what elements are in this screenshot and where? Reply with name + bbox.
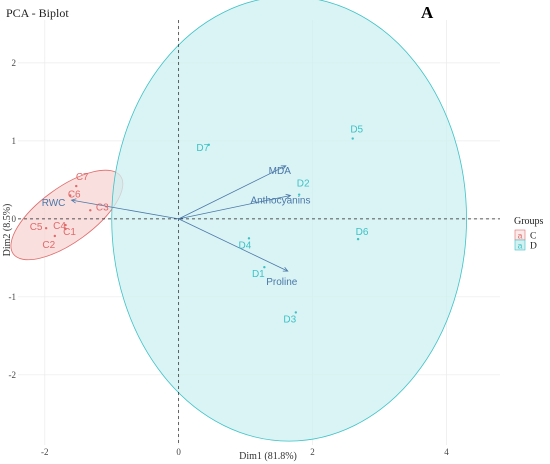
point-label-d2: D2 <box>297 179 310 190</box>
legend-key-d <box>514 239 526 251</box>
legend-key-text-c: a <box>518 231 523 241</box>
arrowhead-anthocyanins <box>285 193 292 199</box>
point-label-c7: C7 <box>76 172 89 183</box>
legend-entry-d: a D <box>514 239 537 252</box>
point-d7 <box>207 143 210 146</box>
x-tick-label: 2 <box>310 447 315 457</box>
point-d5 <box>351 137 354 140</box>
arrowhead-rwc <box>70 198 77 204</box>
arrowhead-proline <box>282 266 289 272</box>
legend-title: Groups <box>514 216 544 227</box>
variable-label-mda: MDA <box>269 166 292 177</box>
panel-label: A <box>421 3 434 22</box>
point-label-d3: D3 <box>283 314 296 325</box>
variable-label-anthocyanins: Anthocyanins <box>250 195 310 206</box>
point-d1 <box>263 266 266 269</box>
x-tick-label: -2 <box>41 447 49 457</box>
arrow-anthocyanins <box>178 195 291 220</box>
variable-arrows <box>70 165 292 272</box>
y-tick-label: -2 <box>9 370 17 380</box>
x-axis-label: Dim1 (81.8%) <box>239 451 297 462</box>
point-c2 <box>53 234 57 238</box>
point-label-d5: D5 <box>350 125 363 136</box>
legend-key-text-d: a <box>518 241 523 251</box>
point-c1 <box>64 227 67 231</box>
legend-label-d: D <box>530 242 537 252</box>
point-label-d4: D4 <box>239 240 252 251</box>
point-c3 <box>89 209 92 212</box>
point-label-c2: C2 <box>42 240 55 251</box>
arrowhead-mda <box>280 165 287 171</box>
arrow-proline <box>178 218 288 272</box>
arrow-mda <box>178 165 286 220</box>
ellipse-group-d <box>111 0 467 442</box>
point-labels: MDA Anthocyanins Proline RWC C1 C2 C3 C4 C5 C6 C7 D… <box>30 125 369 326</box>
point-d6 <box>356 237 360 241</box>
point-c6 <box>69 194 72 197</box>
point-d2 <box>297 193 301 196</box>
variable-label-proline: Proline <box>266 277 298 288</box>
y-tick-label: 1 <box>12 136 17 146</box>
point-label-d6: D6 <box>356 227 369 238</box>
legend-label-c: C <box>530 232 536 242</box>
y-tick-label: 0 <box>12 214 17 224</box>
point-c7 <box>75 184 78 188</box>
point-label-d7: D7 <box>196 143 209 154</box>
x-tick-label: 0 <box>176 447 181 457</box>
point-label-c3: C3 <box>96 202 109 213</box>
y-tick-label: -1 <box>9 292 17 302</box>
y-axis-label: Dim2 (8.5%) <box>2 204 13 257</box>
arrow-rwc <box>71 199 179 220</box>
point-label-c4: C4 <box>53 221 66 232</box>
point-d3 <box>294 311 298 314</box>
x-tick-label: 4 <box>444 447 449 457</box>
point-label-c5: C5 <box>30 222 43 233</box>
y-tick-label: 2 <box>12 58 17 68</box>
point-c5 <box>44 227 48 230</box>
point-label-d1: D1 <box>252 269 265 280</box>
axis-ticks: -2 0 2 4 -2 -1 0 1 2 <box>9 58 450 457</box>
legend: Groups a C a D <box>514 216 544 252</box>
chart-title: PCA - Biplot <box>6 6 69 20</box>
variable-label-rwc: RWC <box>42 198 66 209</box>
point-label-c6: C6 <box>68 189 81 200</box>
point-c4 <box>64 223 67 227</box>
zero-lines <box>18 20 500 445</box>
point-d4 <box>247 237 251 240</box>
point-label-c1: C1 <box>63 227 76 238</box>
confidence-ellipses <box>10 0 467 442</box>
observation-points <box>44 137 360 314</box>
